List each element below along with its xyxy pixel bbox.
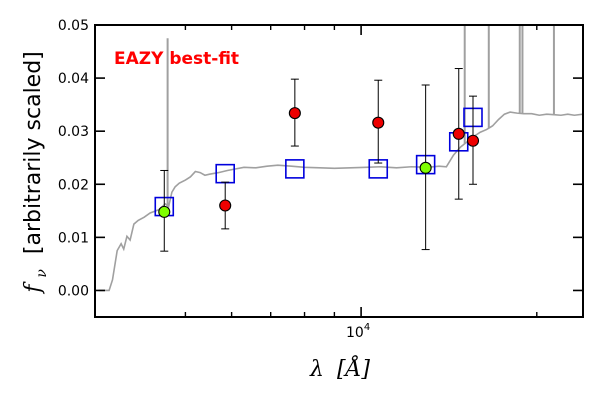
- y-tick-label-0: 0.00: [58, 283, 89, 299]
- model-flux-box-1: [215, 163, 236, 184]
- y-tick-label-5: 0.05: [58, 18, 89, 34]
- observed-flux-point-5: [452, 127, 465, 140]
- y-tick-label-3: 0.03: [58, 124, 89, 140]
- x-tick-label-exponent: 4: [364, 322, 370, 333]
- y-axis-symbol: f: [21, 281, 46, 295]
- y-axis-label: f ν [arbitrarily scaled]: [21, 51, 52, 295]
- y-tick-label-1: 0.01: [58, 230, 89, 246]
- svg-text:λ [Å]: λ [Å]: [309, 354, 370, 382]
- svg-text:f ν [arbitrarily s: f ν [arbitrarily scaled]: [21, 51, 52, 295]
- x-tick-label: 104: [346, 322, 370, 341]
- plot-area: [98, 25, 583, 292]
- y-tick-label-2: 0.02: [58, 177, 89, 193]
- x-axis-unit: [Å]: [337, 354, 370, 382]
- axes: 0.00 0.01 0.02 0.03 0.04 0.05 104: [58, 18, 584, 341]
- y-axis-subscript: ν: [34, 269, 50, 278]
- observed-flux-point-1: [219, 199, 232, 212]
- observed-flux-point-4: [419, 161, 432, 174]
- plot-frame: [94, 24, 584, 318]
- observed-flux-point-0: [158, 205, 171, 218]
- y-axis-unit: [arbitrarily scaled]: [21, 51, 46, 254]
- observed-flux-point-3: [372, 116, 385, 129]
- plot-contents: [98, 25, 583, 292]
- template-spectrum-line: [98, 111, 583, 292]
- model-flux-box-2: [285, 159, 305, 179]
- observed-flux-point-2: [288, 107, 301, 120]
- x-axis-symbol: λ: [309, 357, 324, 382]
- y-tick-label-4: 0.04: [58, 71, 89, 87]
- annotation-label: EAZY best-fit: [114, 49, 239, 69]
- x-tick-label-base: 10: [346, 325, 364, 341]
- observed-flux-point-6: [466, 134, 480, 147]
- x-axis-label: λ [Å]: [309, 354, 370, 382]
